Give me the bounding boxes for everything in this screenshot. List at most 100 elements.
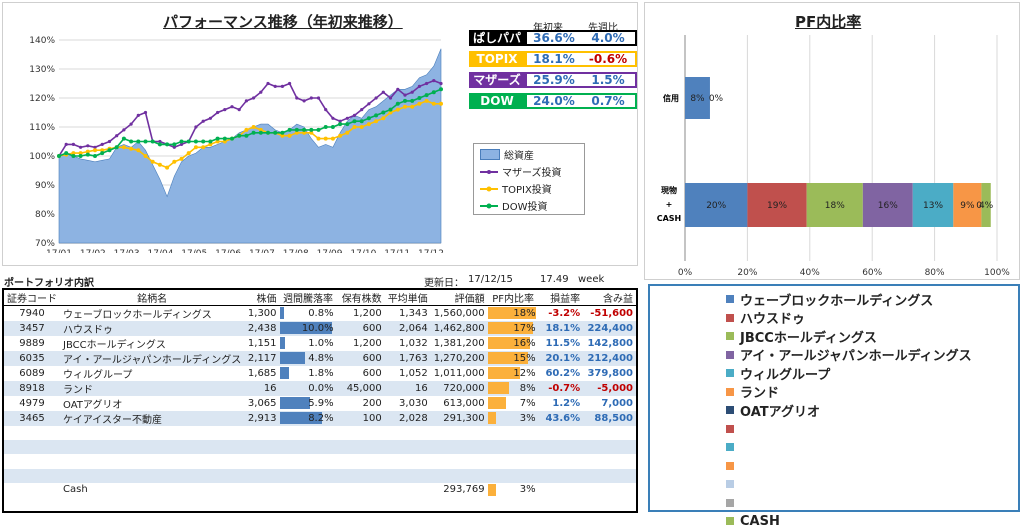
legend-line-topix	[480, 186, 498, 191]
data-point	[252, 96, 256, 100]
cell-weekly: 10.0%	[279, 321, 337, 336]
data-point	[165, 142, 170, 147]
data-point	[439, 101, 443, 106]
data-point	[193, 145, 198, 150]
portfolio-table: 証券コード 銘柄名 株価 週間騰落率 保有株数 平均単価 評価額 PF内比率 損…	[4, 290, 636, 497]
data-point	[216, 110, 220, 115]
table-row: 8918 ランド 16 0.0% 45,000 16 720,000 8% -0.7% -5,00…	[4, 381, 636, 396]
pf-legend-swatch	[726, 295, 734, 304]
data-point	[251, 125, 256, 129]
col-header-ratio: PF内比率	[487, 290, 539, 306]
cell-empty	[280, 454, 337, 468]
data-point	[302, 127, 307, 132]
cell-shares: 100	[336, 411, 385, 426]
data-point	[366, 116, 371, 121]
data-point	[273, 84, 277, 88]
weekly-value: 0.0%	[308, 383, 334, 394]
pf-legend-label: ハウスドゥ	[740, 312, 806, 328]
col-header-value: 評価額	[430, 290, 488, 306]
cell-avg: 1,032	[399, 338, 428, 349]
data-point	[410, 90, 414, 94]
data-point	[136, 148, 141, 153]
pf-ratio-title: PF内比率	[795, 13, 862, 31]
data-point	[381, 90, 385, 94]
table-row: 6089 ウィルグループ 1,685 1.8% 600 1,052 1,011,000 12%…	[4, 366, 636, 381]
index-ytd: 18.1%	[533, 52, 575, 66]
col-header-pl-rate: 損益率	[538, 290, 584, 306]
ratio-databar	[487, 352, 528, 364]
cell-ratio: 17%	[487, 321, 539, 336]
cell-empty	[431, 426, 488, 440]
data-point	[172, 142, 177, 147]
legend-label: DOW投資	[502, 202, 548, 213]
data-point	[194, 125, 198, 129]
data-point	[360, 108, 364, 112]
cell-code: 4979	[19, 398, 45, 409]
data-point	[201, 119, 205, 123]
index-wow: -0.6%	[588, 52, 628, 66]
data-point	[86, 144, 90, 148]
performance-legend: 総資産 マザーズ投資 TOPIX投資 DOW投資	[473, 143, 585, 215]
data-point	[266, 81, 270, 86]
pf-ratio-legend: ウェーブロックホールディングス ハウスドゥ JBCCホールディングス アイ・アールジャ…	[648, 284, 1020, 529]
col-header-avg: 平均単価	[384, 290, 431, 306]
legend-item-topix: TOPIX投資	[480, 181, 552, 196]
data-point	[280, 84, 284, 88]
cell-price: 1,685	[247, 368, 277, 379]
legend-line-mothers	[480, 169, 498, 174]
pf-legend-item: ハウスドゥ	[726, 309, 972, 328]
pf-legend-swatch	[726, 387, 734, 396]
cell-empty	[336, 440, 385, 455]
pf-legend-item	[726, 420, 972, 439]
cell-value: 613,000	[443, 398, 485, 409]
cell-empty	[583, 440, 636, 455]
cell-name: ケイアイスター不動産	[60, 411, 245, 426]
data-point	[244, 99, 248, 103]
table-row: 3465 ケイアイスター不動産 2,913 8.2% 100 2,028 291,300 3%…	[4, 411, 636, 426]
y-tick-label: 90%	[35, 181, 55, 191]
pf-legend-item: ランド	[726, 383, 972, 401]
ratio-value: 18%	[513, 308, 536, 319]
table-row: 7940 ウェーブロックホールディングス 1,300 0.8% 1,200 1,343 1,…	[4, 306, 636, 321]
data-point	[64, 142, 68, 146]
data-point	[431, 101, 436, 106]
weekly-value: 0.8%	[308, 308, 334, 319]
bar-data-label: 18%	[825, 201, 845, 211]
weekly-databar	[279, 352, 305, 364]
x-tick-label: 17/06	[215, 249, 241, 253]
data-point	[79, 145, 83, 149]
x-tick-label: 60%	[862, 268, 882, 278]
cell-empty	[337, 483, 385, 497]
pf-legend-swatch	[726, 332, 734, 341]
data-point	[294, 130, 299, 135]
data-point	[367, 102, 371, 106]
bar-data-label: 4%	[979, 201, 994, 211]
cell-unrealized: 212,400	[583, 351, 636, 366]
data-point	[115, 134, 119, 138]
cell-shares: 1,200	[353, 338, 382, 349]
cell-value: 1,011,000	[433, 368, 485, 379]
data-point	[222, 136, 227, 141]
cell-code: 8918	[4, 381, 60, 396]
cell-ratio: 12%	[487, 366, 539, 381]
cell-price: 3,065	[247, 398, 277, 409]
week-value: 17.49	[540, 274, 569, 285]
index-header-wow: 先週比	[588, 23, 618, 34]
pf-legend-item: ウィルグループ	[726, 364, 972, 383]
cell-name: Cash	[63, 484, 88, 496]
data-point	[338, 133, 343, 138]
table-row	[4, 440, 636, 455]
cell-empty	[583, 483, 636, 497]
data-point	[143, 139, 148, 144]
weekly-databar	[279, 322, 332, 334]
week-unit: week	[578, 274, 605, 285]
cell-weekly: 1.8%	[279, 366, 337, 381]
pf-legend-swatch	[726, 369, 734, 378]
weekly-value: 10.0%	[301, 323, 334, 334]
ratio-databar	[487, 322, 533, 334]
cell-empty	[337, 454, 385, 468]
weekly-databar	[279, 367, 289, 379]
cell-empty	[4, 468, 60, 483]
cell-price: 2,117	[244, 351, 280, 366]
